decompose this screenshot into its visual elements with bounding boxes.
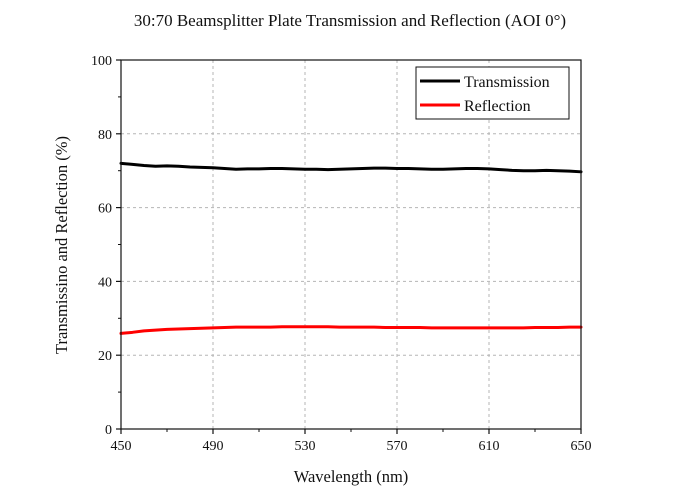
y-tick-label: 20 [98,349,112,364]
grid [121,60,581,429]
legend-label-reflection: Reflection [464,98,531,115]
legend: Transmission Reflection [415,66,570,120]
y-tick-label: 60 [98,202,112,217]
x-tick-label: 610 [479,439,500,454]
axis-ticks: 450 490 530 570 610 650 0 20 40 60 80 100 [91,54,592,454]
y-tick-label: 0 [105,423,112,438]
x-tick-label: 650 [571,439,592,454]
y-tick-label: 80 [98,128,112,143]
chart-title: 30:70 Beamsplitter Plate Transmission an… [134,11,566,30]
x-tick-label: 450 [111,439,132,454]
legend-box [415,66,570,120]
x-tick-label: 530 [295,439,316,454]
y-tick-label: 40 [98,275,112,290]
x-tick-label: 490 [203,439,224,454]
y-axis-label: Transmissino and Reflection (%) [52,136,71,354]
series-group [119,161,583,335]
x-tick-label: 570 [387,439,408,454]
y-tick-label: 100 [91,54,112,69]
x-axis-label: Wavelength (nm) [294,467,409,486]
series-line-reflection [119,325,583,335]
series-line-transmission [119,161,583,174]
legend-label-transmission: Transmission [464,74,550,91]
